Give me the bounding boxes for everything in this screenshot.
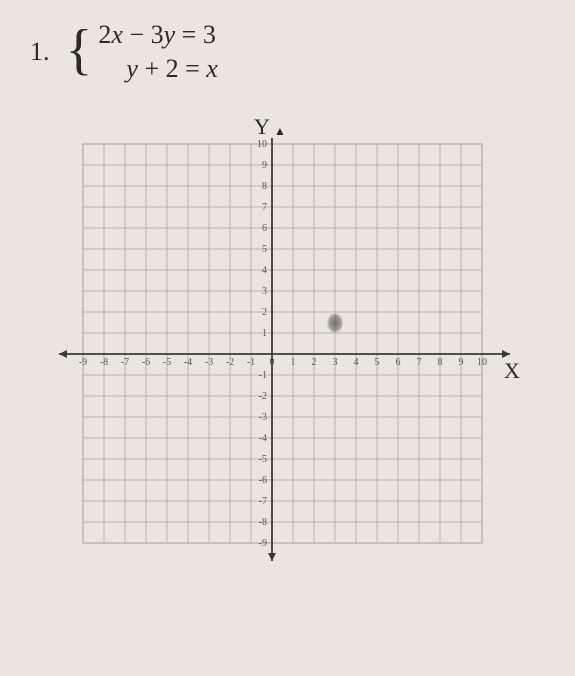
- svg-text:-8: -8: [259, 517, 267, 528]
- svg-text:5: 5: [375, 357, 380, 368]
- svg-text:10: 10: [477, 357, 487, 368]
- svg-text:3: 3: [333, 357, 338, 368]
- plotted-point-smudge: [327, 313, 343, 333]
- svg-text:3: 3: [262, 286, 267, 297]
- equation-system: { 2x − 3y = 3 y + 2 = x: [66, 20, 218, 84]
- svg-text:-6: -6: [259, 475, 267, 486]
- svg-text:0: 0: [270, 357, 275, 368]
- equation-1: 2x − 3y = 3: [98, 20, 217, 50]
- left-brace: {: [66, 22, 93, 78]
- svg-text:4: 4: [354, 357, 359, 368]
- problem-number: 1.: [30, 37, 50, 67]
- svg-text:-3: -3: [259, 412, 267, 423]
- svg-text:-5: -5: [163, 357, 171, 368]
- svg-text:-1: -1: [259, 370, 267, 381]
- equations: 2x − 3y = 3 y + 2 = x: [98, 20, 217, 84]
- svg-text:2: 2: [262, 307, 267, 318]
- x-axis-label: X: [504, 358, 526, 384]
- svg-text:-1: -1: [247, 357, 255, 368]
- svg-text:-2: -2: [226, 357, 234, 368]
- svg-text:-6: -6: [142, 357, 150, 368]
- y-axis-arrow-icon: ▲: [274, 124, 286, 139]
- svg-text:10: 10: [257, 139, 267, 150]
- svg-text:9: 9: [459, 357, 464, 368]
- svg-text:6: 6: [396, 357, 401, 368]
- svg-text:8: 8: [262, 181, 267, 192]
- svg-text:7: 7: [417, 357, 422, 368]
- svg-text:1: 1: [262, 328, 267, 339]
- svg-text:9: 9: [262, 160, 267, 171]
- y-axis-label: Y: [254, 114, 270, 140]
- svg-text:-9: -9: [79, 357, 87, 368]
- svg-text:-4: -4: [184, 357, 192, 368]
- svg-text:4: 4: [262, 265, 267, 276]
- svg-text:-5: -5: [259, 454, 267, 465]
- svg-text:-8: -8: [100, 357, 108, 368]
- problem-header: 1. { 2x − 3y = 3 y + 2 = x: [30, 20, 555, 84]
- svg-text:-9: -9: [259, 538, 267, 549]
- coordinate-grid: -9-8-7-6-5-4-3-2-1012345678910-9-8-7-6-5…: [53, 134, 522, 563]
- svg-text:2: 2: [312, 357, 317, 368]
- svg-text:6: 6: [262, 223, 267, 234]
- svg-text:7: 7: [262, 202, 267, 213]
- svg-text:-3: -3: [205, 357, 213, 368]
- svg-text:8: 8: [438, 357, 443, 368]
- equation-2: y + 2 = x: [98, 54, 217, 84]
- svg-text:-2: -2: [259, 391, 267, 402]
- graph-container: Y ▲ X -9-8-7-6-5-4-3-2-1012345678910-9-8…: [53, 134, 522, 563]
- svg-text:1: 1: [291, 357, 296, 368]
- svg-text:-7: -7: [259, 496, 267, 507]
- svg-text:-4: -4: [259, 433, 267, 444]
- svg-text:-7: -7: [121, 357, 129, 368]
- svg-text:5: 5: [262, 244, 267, 255]
